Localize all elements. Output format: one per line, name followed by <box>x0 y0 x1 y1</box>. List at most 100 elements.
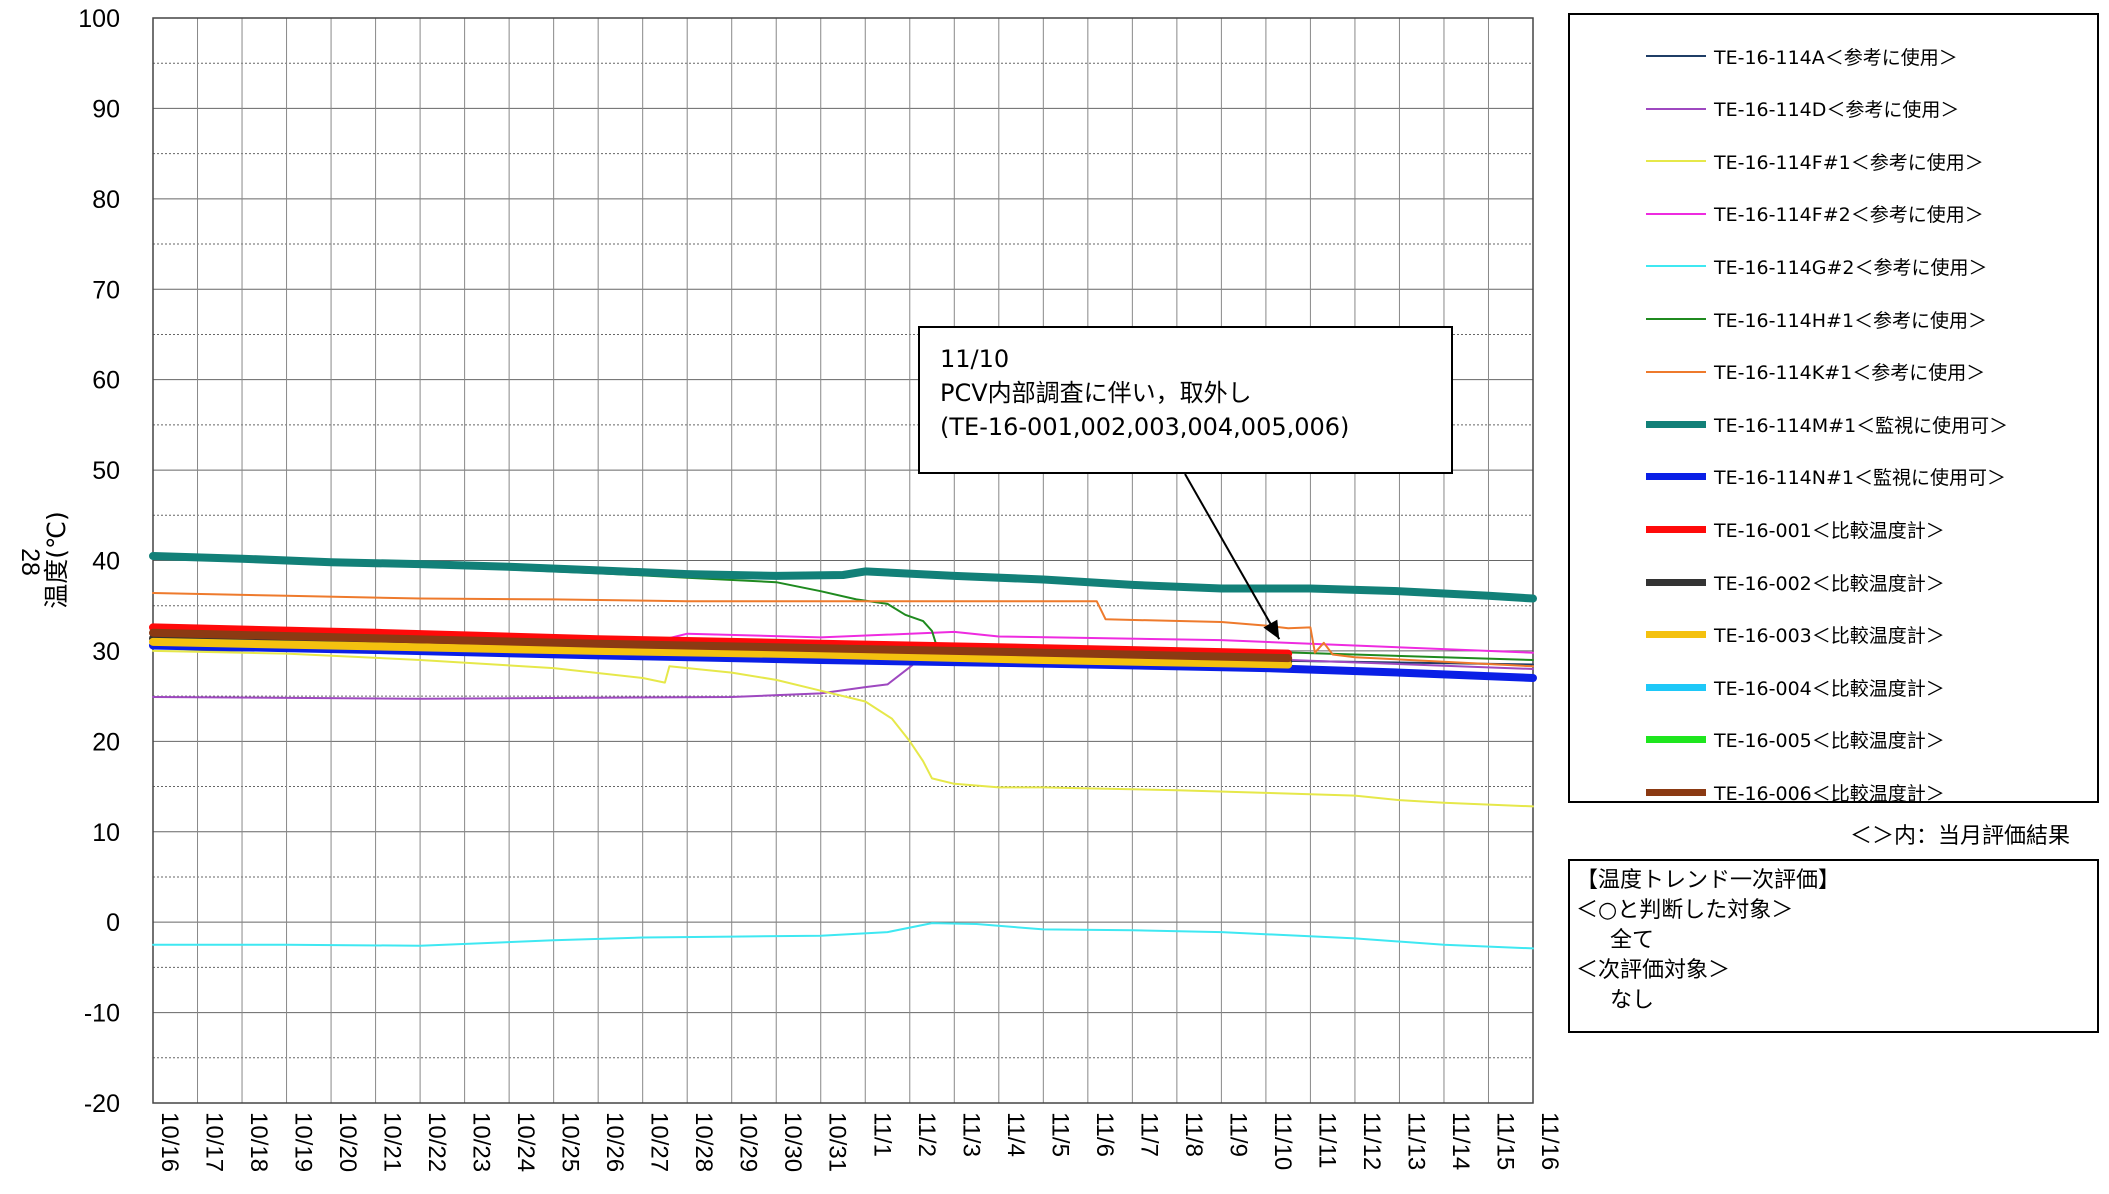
series-line-10 <box>149 623 1293 658</box>
legend-label: TE-16-114K#1＜参考に使用＞ <box>1714 362 1986 385</box>
x-tick-label: 10/20 <box>334 1112 361 1172</box>
legend-swatch <box>1646 736 1706 744</box>
y-tick-label: 40 <box>92 548 120 576</box>
legend-item: TE-16-002＜比較温度計＞ <box>1646 567 1945 597</box>
x-tick-label: 10/28 <box>690 1112 717 1172</box>
evaluation-ok-heading: ＜○と判断した対象＞ <box>1576 898 1794 923</box>
legend-label: TE-16-114F#2＜参考に使用＞ <box>1714 204 1984 227</box>
legend-label: TE-16-004＜比較温度計＞ <box>1714 677 1945 700</box>
x-tick-label: 11/10 <box>1269 1112 1296 1170</box>
series-line-15 <box>149 628 1293 663</box>
legend: TE-16-114A＜参考に使用＞ TE-16-114D＜参考に使用＞ TE-16-… <box>1568 13 2099 805</box>
y-tick-label: 60 <box>92 367 120 395</box>
legend-swatch <box>1646 160 1706 163</box>
legend-swatch <box>1646 420 1706 428</box>
evaluation-ok-value: 全て <box>1610 928 1655 953</box>
legend-swatch <box>1646 212 1706 215</box>
x-tick-label: 11/13 <box>1402 1112 1429 1170</box>
evaluation-next-value: なし <box>1610 988 1655 1013</box>
legend-label: TE-16-003＜比較温度計＞ <box>1714 625 1945 648</box>
legend-swatch <box>1646 265 1706 268</box>
y-tick-label: -20 <box>84 1090 120 1118</box>
x-tick-label: 11/16 <box>1536 1112 1563 1170</box>
legend-label: TE-16-005＜比較温度計＞ <box>1714 730 1945 753</box>
legend-item: TE-16-114A＜参考に使用＞ <box>1646 41 1958 71</box>
legend-label: TE-16-114N#1＜監視に使用可＞ <box>1714 467 2006 490</box>
legend-item: TE-16-114F#2＜参考に使用＞ <box>1646 199 1984 229</box>
series-line-5 <box>152 922 1534 950</box>
x-tick-label: 11/7 <box>1135 1112 1162 1157</box>
x-tick-label: 10/31 <box>824 1112 851 1172</box>
legend-item: TE-16-114H#1＜参考に使用＞ <box>1646 304 1987 334</box>
series-line-7 <box>152 592 1534 668</box>
legend-swatch <box>1646 525 1706 533</box>
y-tick-label: 20 <box>92 728 120 756</box>
annotation-line-ids: (TE-16-001,002,003,004,005,006) <box>940 413 1350 441</box>
legend-swatch <box>1646 578 1706 586</box>
y-tick-label: 30 <box>92 638 120 666</box>
annotation-line-text: PCV内部調査に伴い，取外し <box>940 379 1252 407</box>
legend-label: TE-16-114G#2＜参考に使用＞ <box>1714 256 1988 279</box>
legend-item: TE-16-006＜比較温度計＞ <box>1646 777 1945 807</box>
x-tick-label: 10/17 <box>201 1112 228 1172</box>
y-tick-label: 90 <box>92 95 120 123</box>
legend-item: TE-16-114M#1＜監視に使用可＞ <box>1646 409 2008 439</box>
x-tick-label: 10/26 <box>601 1112 628 1172</box>
x-tick-label: 11/8 <box>1180 1112 1207 1157</box>
x-tick-label: 11/15 <box>1491 1112 1518 1170</box>
x-tick-label: 10/21 <box>379 1112 406 1172</box>
x-tick-label: 10/23 <box>468 1112 495 1172</box>
legend-label: TE-16-114H#1＜参考に使用＞ <box>1714 309 1988 332</box>
legend-label: TE-16-006＜比較温度計＞ <box>1714 782 1945 805</box>
x-tick-label: 11/11 <box>1313 1112 1340 1169</box>
legend-item: TE-16-114N#1＜監視に使用可＞ <box>1646 462 2006 492</box>
legend-item: TE-16-003＜比較温度計＞ <box>1646 620 1945 650</box>
x-tick-label: 11/4 <box>1002 1112 1029 1157</box>
side-page-label: 28 <box>16 548 44 576</box>
x-tick-label: 10/19 <box>290 1112 317 1172</box>
x-tick-label: 10/18 <box>245 1112 272 1172</box>
legend-item: TE-16-005＜比較温度計＞ <box>1646 725 1945 755</box>
legend-swatch <box>1646 631 1706 639</box>
y-tick-label: 70 <box>92 276 120 304</box>
legend-item: TE-16-004＜比較温度計＞ <box>1646 672 1945 702</box>
legend-label: TE-16-114D＜参考に使用＞ <box>1714 99 1960 122</box>
x-tick-label: 11/5 <box>1046 1112 1073 1157</box>
legend-note: ＜＞内：当月評価結果 <box>1850 824 2071 849</box>
evaluation-next-heading: ＜次評価対象＞ <box>1576 958 1731 983</box>
x-tick-label: 10/30 <box>779 1112 806 1172</box>
x-tick-label: 11/1 <box>868 1112 895 1157</box>
x-tick-label: 11/6 <box>1091 1112 1118 1157</box>
legend-label: TE-16-114A＜参考に使用＞ <box>1714 46 1958 69</box>
x-tick-label: 10/25 <box>557 1112 584 1172</box>
annotation-box: 11/10 PCV内部調査に伴い，取外し (TE-16-001,002,003,… <box>918 326 1453 474</box>
evaluation-title: 【温度トレンド一次評価】 <box>1576 868 1841 893</box>
legend-label: TE-16-114F#1＜参考に使用＞ <box>1714 151 1984 174</box>
legend-label: TE-16-001＜比較温度計＞ <box>1714 519 1945 542</box>
legend-swatch <box>1646 55 1706 57</box>
x-tick-label: 11/14 <box>1447 1112 1474 1170</box>
y-tick-label: 10 <box>92 819 120 847</box>
x-tick-label: 10/22 <box>423 1112 450 1172</box>
x-tick-label: 11/2 <box>913 1112 940 1157</box>
legend-label: TE-16-114M#1＜監視に使用可＞ <box>1714 414 2009 437</box>
evaluation-box: 【温度トレンド一次評価】 ＜○と判断した対象＞ 全て ＜次評価対象＞ なし <box>1568 859 2099 1033</box>
legend-label: TE-16-002＜比較温度計＞ <box>1714 572 1945 595</box>
x-tick-label: 10/29 <box>735 1112 762 1172</box>
legend-swatch <box>1646 370 1706 373</box>
series-line-8 <box>149 552 1537 603</box>
x-tick-label: 11/9 <box>1224 1112 1251 1157</box>
annotation-line-date: 11/10 <box>940 345 1010 373</box>
legend-swatch <box>1646 788 1706 796</box>
series-line-3 <box>152 649 1534 808</box>
legend-swatch <box>1646 473 1706 481</box>
y-tick-label: 50 <box>92 457 120 485</box>
y-tick-label: 0 <box>106 909 120 937</box>
legend-item: TE-16-114F#1＜参考に使用＞ <box>1646 146 1984 176</box>
legend-item: TE-16-001＜比較温度計＞ <box>1646 514 1945 544</box>
annotation-arrow-line <box>1184 473 1281 640</box>
legend-swatch <box>1646 107 1706 110</box>
x-tick-label: 11/3 <box>957 1112 984 1157</box>
y-tick-label: 100 <box>78 5 120 33</box>
